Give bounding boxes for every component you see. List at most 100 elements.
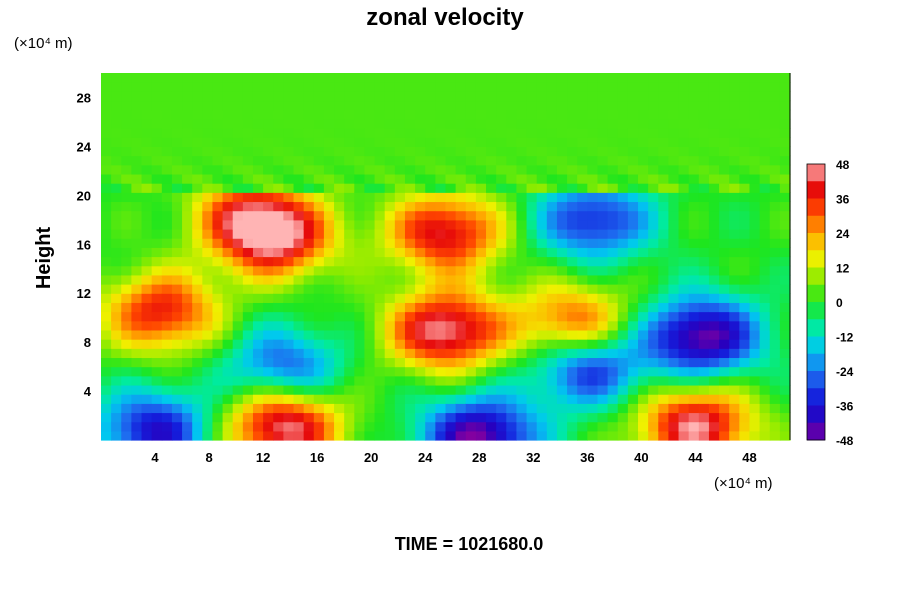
heatmap-cell bbox=[739, 100, 751, 111]
colorbar-tick-label: 24 bbox=[836, 227, 850, 241]
heatmap-cell bbox=[182, 357, 193, 368]
heatmap-cell bbox=[192, 302, 203, 313]
heatmap-cell bbox=[404, 155, 416, 166]
heatmap-cell bbox=[232, 293, 244, 303]
heatmap-cell bbox=[131, 394, 143, 404]
heatmap-cell bbox=[729, 82, 740, 92]
heatmap-cell bbox=[101, 394, 112, 404]
heatmap-cell bbox=[404, 100, 416, 111]
heatmap-cell bbox=[658, 274, 670, 285]
heatmap-cell bbox=[506, 128, 518, 138]
heatmap-cell bbox=[131, 430, 143, 441]
heatmap-cell bbox=[597, 192, 609, 203]
heatmap-cell bbox=[496, 293, 507, 303]
heatmap-cell bbox=[374, 284, 386, 294]
heatmap-cell bbox=[202, 366, 214, 377]
heatmap-cell bbox=[415, 128, 426, 138]
heatmap-cell bbox=[749, 137, 761, 147]
heatmap-cell bbox=[597, 173, 609, 184]
heatmap-cell bbox=[252, 302, 264, 313]
heatmap-cell bbox=[121, 155, 132, 166]
heatmap-cell bbox=[323, 284, 335, 294]
heatmap-cell bbox=[141, 192, 153, 203]
heatmap-cell bbox=[263, 73, 274, 83]
heatmap-cell bbox=[404, 293, 416, 303]
heatmap-cell bbox=[293, 348, 305, 359]
heatmap-cell bbox=[567, 348, 578, 359]
heatmap-cell bbox=[101, 91, 112, 102]
heatmap-cell bbox=[151, 118, 163, 129]
heatmap-cell bbox=[161, 247, 173, 258]
heatmap-cell bbox=[678, 256, 690, 267]
heatmap-cell bbox=[465, 339, 477, 349]
heatmap-cell bbox=[678, 238, 690, 248]
heatmap-cell bbox=[546, 320, 558, 331]
heatmap-cell bbox=[111, 238, 122, 248]
heatmap-cell bbox=[151, 403, 163, 414]
heatmap-cell bbox=[708, 394, 720, 404]
heatmap-cell bbox=[323, 210, 335, 221]
heatmap-cell bbox=[698, 394, 710, 404]
heatmap-cell bbox=[688, 100, 700, 111]
heatmap-cell bbox=[435, 219, 447, 230]
heatmap-cell bbox=[303, 412, 315, 423]
heatmap-cell bbox=[293, 73, 305, 83]
colorbar-swatch bbox=[807, 319, 825, 337]
heatmap-cell bbox=[425, 311, 436, 322]
heatmap-cell bbox=[283, 375, 295, 386]
heatmap-cell bbox=[658, 265, 670, 276]
heatmap-cell bbox=[425, 412, 436, 423]
heatmap-cell bbox=[354, 320, 366, 331]
heatmap-cell bbox=[101, 219, 112, 230]
heatmap-cell bbox=[435, 210, 447, 221]
heatmap-cell bbox=[334, 228, 345, 239]
heatmap-cell bbox=[323, 375, 335, 386]
heatmap-cell bbox=[374, 366, 386, 377]
heatmap-cell bbox=[708, 164, 720, 175]
heatmap-cell bbox=[171, 256, 183, 267]
heatmap-cell bbox=[425, 164, 436, 175]
heatmap-cell bbox=[334, 265, 345, 276]
heatmap-cell bbox=[698, 164, 710, 175]
heatmap-cell bbox=[252, 357, 264, 368]
heatmap-cell bbox=[374, 274, 386, 285]
heatmap-cell bbox=[678, 164, 690, 175]
heatmap-cell bbox=[222, 265, 234, 276]
heatmap-cell bbox=[597, 210, 609, 221]
heatmap-cell bbox=[394, 366, 406, 377]
heatmap-cell bbox=[749, 320, 761, 331]
heatmap-cell bbox=[182, 348, 193, 359]
heatmap-cell bbox=[202, 91, 214, 102]
heatmap-cell bbox=[364, 118, 376, 129]
heatmap-cell bbox=[779, 256, 791, 267]
heatmap-cell bbox=[141, 256, 153, 267]
heatmap-cell bbox=[536, 366, 548, 377]
heatmap-cell bbox=[708, 192, 720, 203]
heatmap-cell bbox=[242, 430, 254, 441]
heatmap-cell bbox=[658, 73, 670, 83]
heatmap-cell bbox=[496, 100, 507, 111]
heatmap-cell bbox=[232, 82, 244, 92]
heatmap-cell bbox=[607, 421, 619, 432]
heatmap-cell bbox=[364, 412, 376, 423]
heatmap-cell bbox=[638, 357, 649, 368]
heatmap-cell bbox=[668, 91, 680, 102]
heatmap-cell bbox=[273, 210, 284, 221]
heatmap-cell bbox=[202, 73, 214, 83]
heatmap-cell bbox=[354, 219, 366, 230]
heatmap-cell bbox=[171, 284, 183, 294]
heatmap-cell bbox=[263, 91, 274, 102]
heatmap-cell bbox=[749, 329, 761, 340]
heatmap-cell bbox=[688, 394, 700, 404]
heatmap-cell bbox=[749, 293, 761, 303]
heatmap-cell bbox=[415, 238, 426, 248]
heatmap-cell bbox=[131, 421, 143, 432]
heatmap-cell bbox=[202, 118, 214, 129]
heatmap-cell bbox=[161, 210, 173, 221]
heatmap-cell bbox=[486, 256, 497, 267]
heatmap-cell bbox=[232, 128, 244, 138]
heatmap-cell bbox=[597, 339, 609, 349]
heatmap-cell bbox=[587, 228, 599, 239]
heatmap-cell bbox=[435, 421, 447, 432]
heatmap-cell bbox=[587, 155, 599, 166]
